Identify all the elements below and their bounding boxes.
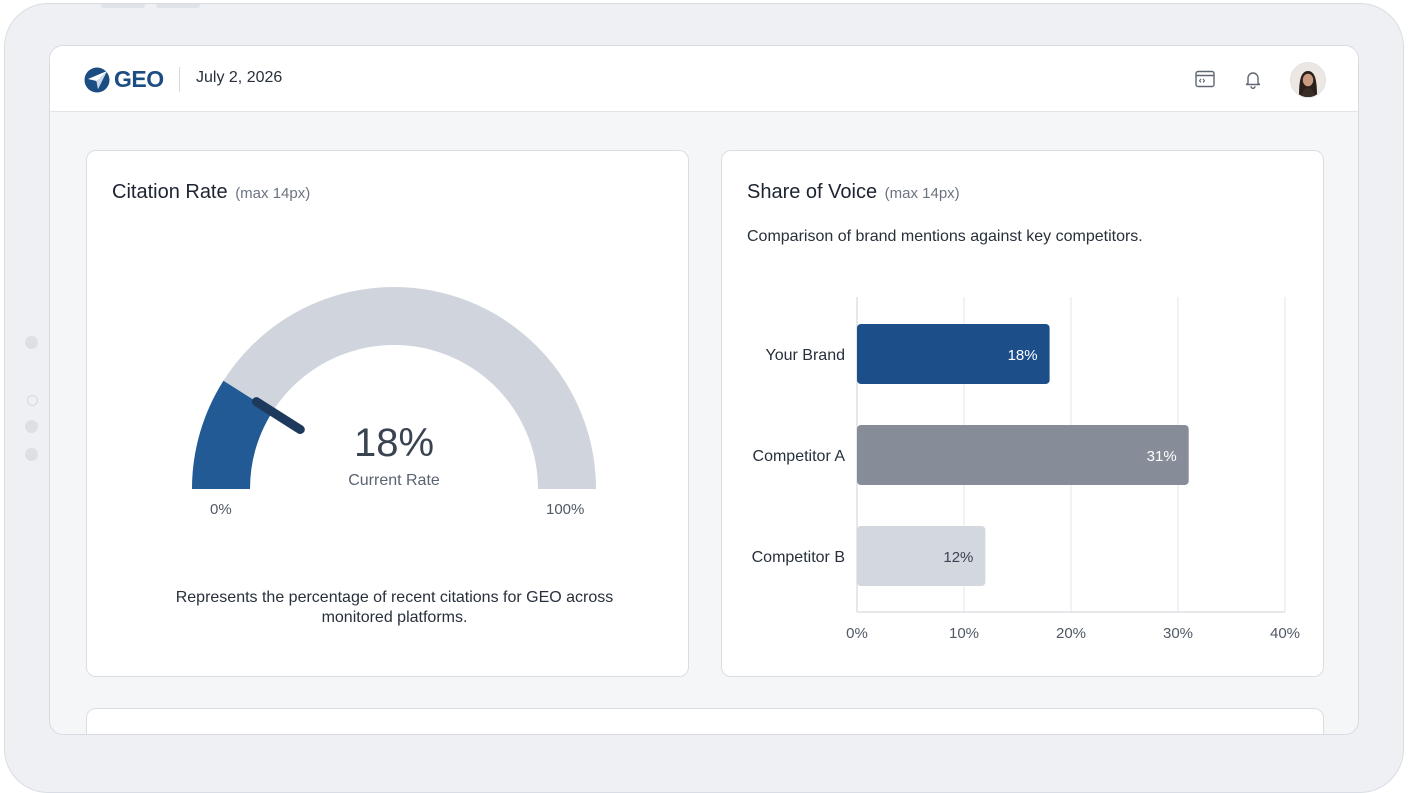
share-of-voice-card: Share of Voice (max 14px) Comparison of … [721, 150, 1324, 677]
bottom-card [86, 708, 1324, 734]
gauge-fill [192, 380, 273, 490]
gauge-caption: Current Rate [348, 472, 440, 489]
avatar-icon [1291, 63, 1325, 97]
device-dot [25, 448, 38, 461]
bar-value-label: 18% [1008, 347, 1038, 364]
gauge-min-label: 0% [210, 501, 232, 518]
sov-card-title: Share of Voice (max 14px) [747, 181, 960, 204]
category-label: Competitor A [753, 448, 846, 465]
citation-card-title: Citation Rate (max 14px) [112, 181, 310, 204]
device-sensor [27, 395, 38, 406]
header-divider [179, 67, 180, 92]
sov-subtitle: Comparison of brand mentions against key… [747, 228, 1143, 245]
citation-title-note: (max 14px) [235, 185, 311, 202]
logo-icon [84, 67, 110, 92]
gauge-value: 18% [353, 421, 435, 465]
category-label: Your Brand [766, 347, 845, 364]
device-camera [25, 336, 38, 349]
logo[interactable]: GEO [84, 66, 164, 93]
x-tick-label: 30% [1163, 625, 1193, 642]
citation-gauge [192, 287, 596, 490]
share-of-voice-chart: 0% 10% 20% 30% 40% Your Brand 18% Competitor A 3… [752, 297, 1300, 642]
sov-title-note: (max 14px) [884, 185, 960, 202]
citation-title-text: Citation Rate [112, 181, 228, 203]
bar [857, 526, 986, 586]
sov-title-text: Share of Voice [747, 181, 878, 203]
bell-icon[interactable] [1242, 68, 1264, 90]
citation-description: Represents the percentage of recent cita… [175, 589, 614, 626]
logo-text: GEO [114, 66, 164, 92]
bar [857, 425, 1189, 485]
x-tick-label: 0% [846, 625, 868, 642]
gauge-needle [251, 397, 305, 435]
device-button [101, 4, 145, 8]
code-window-icon[interactable] [1194, 68, 1216, 90]
category-label: Competitor B [752, 549, 845, 566]
device-button [156, 4, 200, 8]
bar-value-label: 12% [943, 549, 973, 566]
x-tick-label: 20% [1056, 625, 1086, 642]
device-dot [25, 420, 38, 433]
gauge-max-label: 100% [546, 501, 585, 518]
citation-rate-card: Citation Rate (max 14px) 18% Current Rat… [86, 150, 689, 677]
header-date: July 2, 2026 [196, 69, 283, 86]
x-tick-label: 10% [949, 625, 979, 642]
app-header: GEO July 2, 2026 [50, 46, 1358, 112]
app-screen: GEO July 2, 2026 Citation Rate (max 14px… [49, 45, 1359, 735]
user-avatar[interactable] [1290, 62, 1326, 98]
bar-value-label: 31% [1147, 448, 1177, 465]
x-tick-label: 40% [1270, 625, 1300, 642]
bar [857, 324, 1050, 384]
